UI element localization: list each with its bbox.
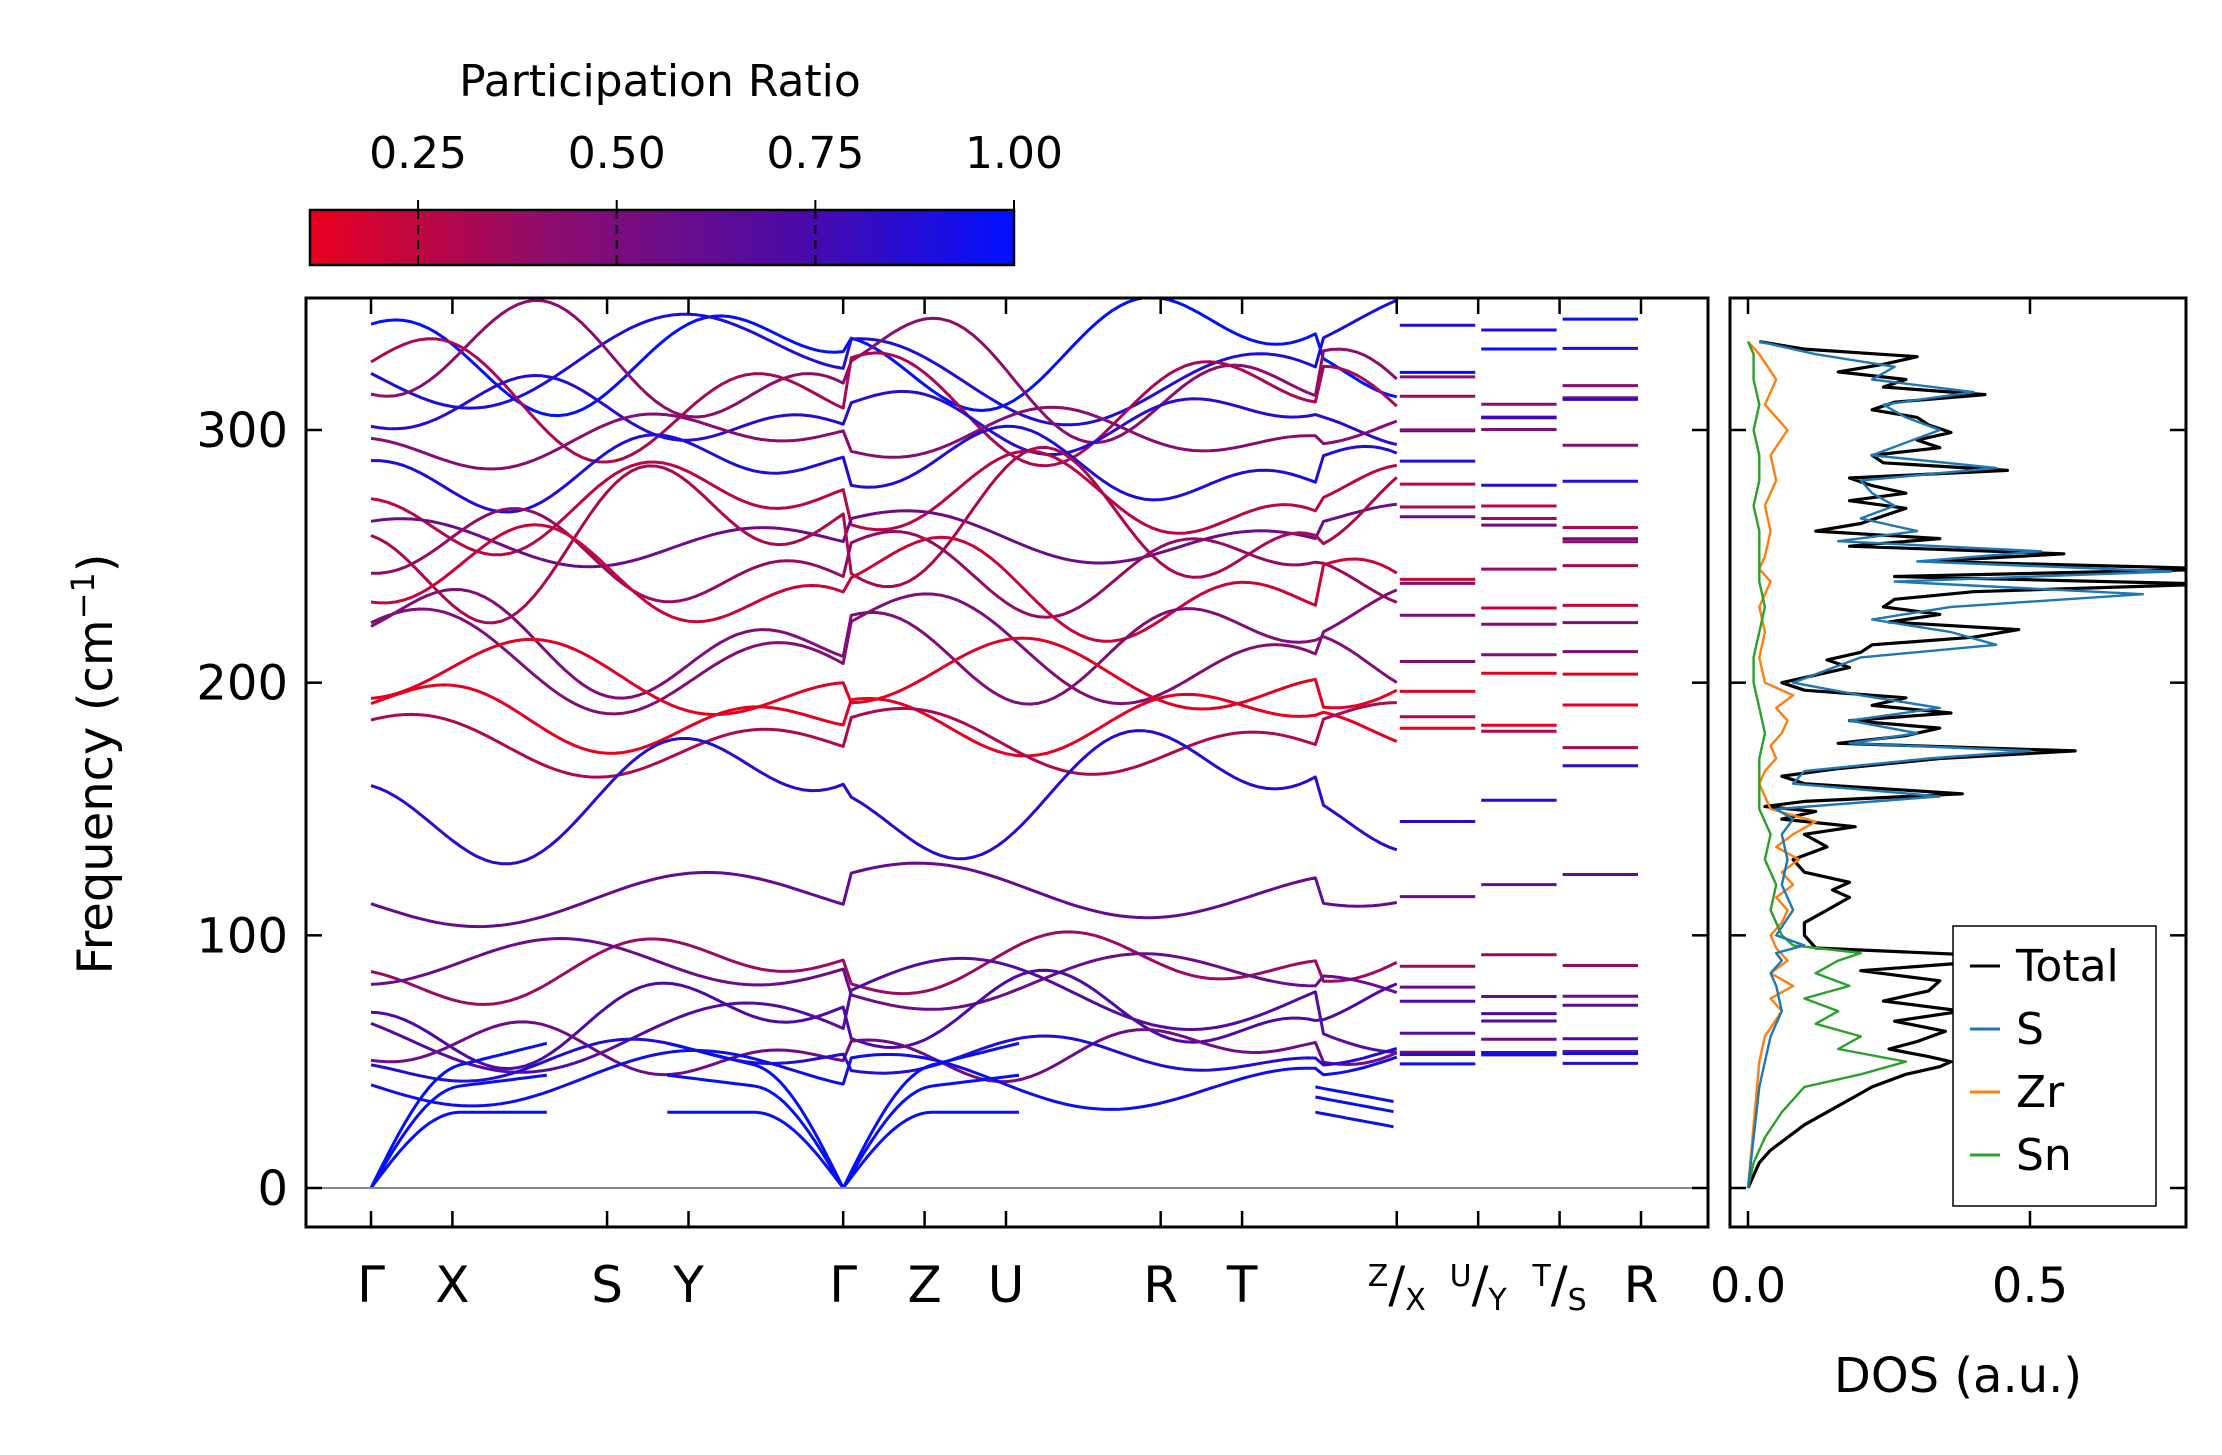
phonon-band <box>370 937 1398 1011</box>
kpath-label: R <box>1624 1256 1659 1314</box>
dos-series-sn <box>1746 341 1908 1189</box>
phonon-band <box>370 861 1398 929</box>
acoustic-branch <box>666 1041 845 1189</box>
kpath-label-split: T/S <box>1531 1256 1586 1318</box>
phonon-band <box>370 449 1398 557</box>
acoustic-branch <box>1315 1110 1394 1129</box>
kpath-label-split: U/Y <box>1450 1256 1508 1318</box>
legend-label: Zr <box>2016 1067 2065 1118</box>
phonon-band <box>370 337 1398 468</box>
legend-box <box>1952 925 2157 1207</box>
dos-lines <box>1746 340 2186 1189</box>
dos-xlabel: DOS (a.u.) <box>1834 1348 2082 1404</box>
phonon-band <box>370 374 1398 456</box>
phonon-band <box>370 729 1398 866</box>
acoustic-branch <box>667 1073 845 1189</box>
band-kpath-axis: Γ X S Y Γ Z U R T Z/XU/YT/S R <box>357 298 1658 1318</box>
colorbar-title: Participation Ratio <box>459 56 861 107</box>
colorbar-tick-label: 0.75 <box>766 128 864 179</box>
dos-axis: 0.0 0.5 <box>1710 298 2186 1314</box>
dos-panel: 0.0 0.5 DOS (a.u.) Total S Zr Sn <box>1710 296 2188 1404</box>
kpath-label: Z <box>907 1256 941 1314</box>
acoustic-branch <box>369 1073 547 1189</box>
phonon-band <box>370 930 1398 1006</box>
acoustic-branch <box>667 1110 845 1189</box>
colorbar-ticks: 0.25 0.50 0.75 1.00 <box>369 128 1063 265</box>
dos-series-s <box>1746 340 2173 1189</box>
colorbar-tick-label: 1.00 <box>965 128 1063 179</box>
dos-legend: Total S Zr Sn <box>1952 925 2157 1207</box>
dos-xtick-label: 0.0 <box>1710 1258 1786 1314</box>
phonon-band <box>370 298 1398 427</box>
band-ytick-label: 300 <box>196 403 288 459</box>
colorbar-tick-label: 0.25 <box>369 128 467 179</box>
dos-frame <box>1728 296 2188 1229</box>
band-lines <box>369 298 1638 1189</box>
acoustic-branch <box>369 1041 548 1189</box>
kpath-label: Γ <box>829 1256 857 1314</box>
dos-xtick-label: 0.5 <box>1992 1258 2068 1314</box>
colorbar-tick-label: 0.50 <box>568 128 666 179</box>
phonon-band <box>370 968 1398 1071</box>
kpath-label: Γ <box>357 1256 385 1314</box>
phonon-band <box>370 956 1397 1074</box>
phonon-band <box>370 636 1398 716</box>
kpath-label: R <box>1143 1256 1178 1314</box>
dos-series-total <box>1746 340 2186 1189</box>
legend-label: Sn <box>2016 1130 2072 1181</box>
band-ytick-label: 0 <box>257 1161 288 1217</box>
phonon-band <box>371 507 1398 619</box>
phonon-band <box>370 683 1398 758</box>
band-frame <box>304 296 1710 1229</box>
kpath-label: S <box>591 1256 623 1314</box>
acoustic-branch <box>842 1110 1019 1189</box>
phonon-band <box>370 405 1398 471</box>
phonon-band <box>370 502 1397 569</box>
kpath-label: T <box>1226 1256 1258 1314</box>
phonon-band <box>370 445 1398 625</box>
band-y-axis: 0 100 200 300 <box>196 403 1708 1217</box>
legend-label: Total <box>2015 941 2119 992</box>
acoustic-branch <box>841 1041 1020 1189</box>
acoustic-branch <box>369 1110 547 1189</box>
kpath-label: Y <box>672 1256 704 1314</box>
phonon-band <box>370 701 1397 779</box>
band-ytick-label: 100 <box>196 908 288 964</box>
phonon-band <box>371 424 1398 514</box>
dos-series-zr <box>1746 340 1817 1189</box>
kpath-label-split: Z/X <box>1368 1256 1426 1318</box>
kpath-label: U <box>988 1256 1025 1314</box>
phonon-band <box>370 588 1398 716</box>
colorbar: Participation Ratio 0.25 0.50 0.75 1.00 <box>308 56 1063 267</box>
kpath-label: X <box>435 1256 469 1314</box>
phonon-band <box>370 588 1398 706</box>
acoustic-branch <box>1315 1085 1394 1103</box>
phonon-band <box>370 1048 1398 1111</box>
band-ytick-label: 200 <box>196 656 288 712</box>
band-ylabel: Frequency (cm−1) <box>64 553 124 974</box>
acoustic-branch <box>841 1073 1020 1189</box>
colorbar-gradient <box>308 208 1016 267</box>
legend-label: S <box>2016 1004 2044 1055</box>
acoustic-branch <box>1315 1095 1394 1114</box>
phonon-band <box>370 1020 1398 1084</box>
phonon-band <box>370 523 1398 643</box>
phonon-band <box>370 1034 1398 1083</box>
